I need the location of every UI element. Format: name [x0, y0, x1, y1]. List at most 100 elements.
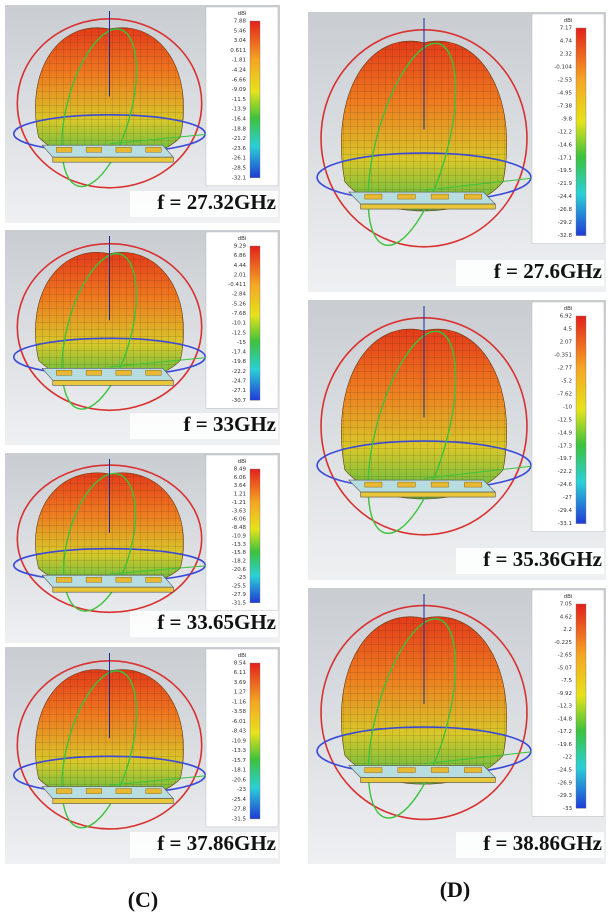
scale-label: -22.2	[558, 469, 572, 475]
scale-label: 4.44	[234, 263, 247, 269]
scale-label: 3.69	[234, 680, 247, 686]
scale-label: -0.411	[228, 282, 246, 288]
scale-label: -9.92	[558, 691, 572, 697]
scale-label: -15.8	[232, 550, 247, 556]
scale-label: -12.5	[232, 330, 247, 336]
caption: (C)	[128, 887, 159, 912]
scale-label: 5.46	[234, 28, 247, 34]
scale-label: -13.3	[232, 748, 247, 754]
scale-label: -29.3	[558, 793, 573, 799]
scale-label: -15	[237, 340, 246, 346]
patch	[146, 147, 162, 152]
scale-label: 6.06	[234, 475, 247, 481]
frequency-label: f = 33GHz	[184, 412, 276, 436]
scale-label: -7.62	[558, 391, 572, 397]
scale-label: -22.2	[232, 369, 246, 375]
scale-label: -20.6	[232, 567, 247, 573]
scale-label: -21.9	[558, 181, 573, 187]
patch	[116, 577, 132, 582]
scale-label: -29.2	[558, 220, 572, 226]
scale-label: -24.5	[558, 768, 573, 774]
scale-label: -0.351	[554, 352, 572, 358]
scale-label: -27.9	[232, 592, 247, 598]
patch	[464, 194, 481, 199]
color-scale	[250, 663, 260, 819]
scale-label: -3.63	[232, 508, 247, 514]
color-scale	[576, 316, 586, 524]
scale-label: -20.6	[232, 777, 247, 783]
scale-label: -6.01	[232, 719, 246, 725]
patch	[86, 789, 102, 794]
scale-label: -26.9	[558, 780, 573, 786]
scale-label: 7.88	[234, 19, 247, 25]
pattern-panel: dBi8.496.063.641.21-1.21-3.63-6.06-8.48-…	[5, 453, 280, 643]
scale-label: -27.8	[232, 807, 247, 813]
patch	[56, 789, 72, 794]
ground	[53, 157, 174, 162]
scale-label: -1.21	[232, 500, 246, 506]
scale-label: 4.74	[560, 38, 573, 44]
scale-label: -23	[237, 787, 246, 793]
scale-label: 4.5	[563, 326, 572, 332]
scale-label: 2.2	[563, 627, 572, 633]
scale-label: -6.06	[232, 517, 247, 523]
scale-label: -8.43	[232, 729, 247, 735]
scale-label: -31.5	[232, 600, 247, 606]
scale-label: -8.48	[232, 525, 247, 531]
scale-label: -30.7	[232, 398, 247, 404]
scale-label: -18.8	[232, 126, 247, 132]
scale-label: -7.38	[558, 103, 573, 109]
scale-label: 4.62	[560, 614, 572, 620]
scale-label: -24.7	[232, 379, 247, 385]
scale-label: 2.07	[560, 339, 573, 345]
scale-label: -4.24	[232, 67, 247, 73]
scale-label: 6.92	[560, 314, 572, 320]
scale-label: -12.3	[558, 704, 573, 710]
color-scale	[250, 246, 260, 400]
patch	[431, 194, 448, 199]
scale-label: -7.5	[561, 678, 572, 684]
patch	[86, 147, 102, 152]
patch	[146, 370, 162, 375]
scale-label: -22	[563, 755, 572, 761]
scale-label: -15.7	[232, 758, 247, 764]
scale-label: 1.21	[234, 492, 246, 498]
legend-unit: dBi	[564, 18, 573, 24]
scale-label: -31.5	[232, 816, 247, 822]
scale-label: -16.4	[232, 116, 247, 122]
scale-label: -17.1	[558, 155, 572, 161]
scale-label: -5.26	[232, 301, 247, 307]
pattern-panel: dBi9.296.864.442.01-0.411-2.84-5.26-7.68…	[5, 230, 280, 445]
legend-unit: dBi	[238, 459, 247, 465]
patch	[398, 482, 415, 487]
scale-label: -14.9	[558, 430, 573, 436]
scale-label: 9.29	[234, 244, 247, 250]
caption: (D)	[440, 877, 471, 902]
color-scale	[250, 469, 260, 603]
scale-label: -2.53	[558, 77, 573, 83]
frequency-label: f = 38.86GHz	[483, 831, 602, 855]
frequency-label: f = 27.32GHz	[157, 190, 276, 214]
patch	[431, 768, 448, 773]
patch	[431, 482, 448, 487]
scale-label: -19.7	[558, 456, 573, 462]
scale-label: -18.1	[232, 768, 246, 774]
patch	[56, 370, 72, 375]
pattern-panel: dBi7.885.463.040.611-1.81-4.24-6.66-9.09…	[5, 5, 280, 223]
figure: (C) (D) dBi7.885.463.040.611-1.81-4.24-6…	[0, 0, 611, 922]
scale-label: -21.2	[232, 136, 246, 142]
scale-label: -5.07	[558, 665, 573, 671]
scale-label: -17.2	[558, 729, 572, 735]
scale-label: -0.104	[554, 64, 572, 70]
patch	[56, 147, 72, 152]
scale-label: -10.1	[232, 321, 246, 327]
frequency-label: f = 37.86GHz	[157, 831, 276, 855]
patch	[398, 194, 415, 199]
scale-label: 3.64	[234, 483, 247, 489]
scale-label: -2.77	[558, 365, 573, 371]
scale-label: -24.4	[558, 194, 573, 200]
ground	[361, 204, 496, 209]
scale-label: -25.5	[232, 584, 247, 590]
scale-label: -1.16	[232, 699, 247, 705]
scale-label: -10.9	[232, 738, 247, 744]
